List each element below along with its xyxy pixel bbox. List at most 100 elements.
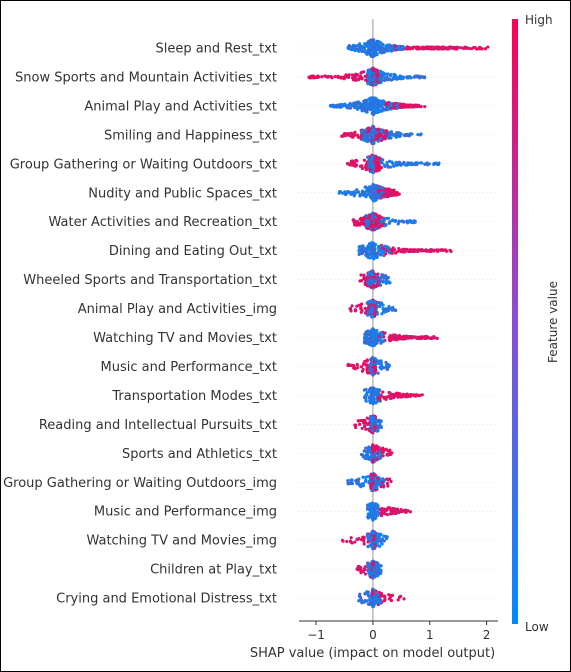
shap-point — [354, 479, 358, 483]
shap-point — [366, 306, 371, 310]
shap-point — [417, 74, 422, 78]
shap-point — [388, 335, 392, 339]
shap-point — [381, 99, 386, 103]
colorbar-high-label: High — [525, 13, 553, 27]
shap-point — [377, 47, 381, 51]
shap-point — [450, 46, 454, 50]
shap-point — [349, 536, 353, 540]
shap-point — [377, 127, 381, 131]
shap-point — [402, 102, 406, 107]
shap-point — [359, 365, 364, 369]
shap-point — [379, 80, 383, 85]
shap-point — [366, 427, 371, 431]
shap-point — [393, 106, 397, 110]
x-tick-label: 1 — [426, 628, 434, 642]
shap-point — [371, 503, 375, 507]
shap-point — [353, 309, 358, 313]
shap-point — [383, 77, 387, 81]
shap-point — [353, 48, 357, 53]
shap-point — [371, 547, 375, 551]
shap-point — [389, 451, 393, 455]
shap-point — [382, 478, 386, 482]
shap-point — [375, 274, 379, 278]
shap-point — [352, 194, 356, 198]
shap-point — [370, 247, 374, 251]
shap-point — [364, 108, 368, 112]
shap-point — [373, 98, 378, 102]
shap-point — [361, 367, 365, 372]
shap-point — [371, 135, 375, 139]
shap-point — [370, 314, 375, 318]
shap-point — [346, 478, 350, 483]
shap-point — [378, 166, 383, 170]
shap-point — [389, 130, 394, 134]
shap-point — [382, 539, 386, 543]
shap-point — [397, 219, 401, 223]
shap-point — [355, 567, 359, 571]
shap-point — [394, 219, 398, 223]
shap-point — [371, 599, 375, 603]
shap-point — [379, 253, 383, 257]
shap-point — [419, 104, 423, 109]
shap-point — [368, 102, 372, 106]
shap-point — [351, 103, 355, 107]
shap-point — [360, 252, 364, 256]
shap-point — [371, 184, 375, 188]
shap-point — [414, 249, 418, 253]
shap-point — [386, 106, 390, 110]
shap-point — [363, 456, 367, 461]
feature-swarm — [362, 386, 424, 406]
shap-point — [376, 592, 380, 596]
shap-point — [371, 340, 375, 344]
shap-point — [383, 244, 387, 248]
shap-point — [371, 45, 375, 49]
shap-point — [371, 269, 375, 273]
feature-swarm — [307, 66, 427, 87]
shap-point — [353, 423, 357, 427]
shap-point — [358, 248, 362, 253]
shap-point — [428, 47, 433, 51]
shap-point — [373, 452, 377, 456]
shap-point — [371, 81, 376, 85]
shap-point — [378, 424, 382, 428]
shap-point — [388, 165, 393, 169]
shap-point — [368, 168, 372, 172]
shap-point — [365, 590, 369, 594]
feature-swarm — [346, 356, 391, 377]
shap-point — [362, 273, 366, 277]
shap-point — [374, 68, 378, 72]
shap-point — [376, 371, 380, 375]
shap-point — [372, 537, 376, 541]
shap-point — [371, 454, 375, 458]
shap-point — [419, 336, 423, 340]
shap-point — [349, 191, 353, 195]
shap-point — [366, 155, 370, 159]
shap-point — [377, 393, 381, 397]
shap-point — [379, 419, 383, 423]
feature-label: Snow Sports and Mountain Activities_txt — [15, 70, 277, 85]
shap-point — [422, 248, 426, 253]
shap-point — [366, 562, 371, 566]
shap-point — [408, 336, 412, 340]
shap-point — [437, 248, 441, 252]
shap-point — [356, 135, 360, 139]
shap-point — [401, 76, 405, 81]
shap-point — [364, 478, 368, 482]
shap-point — [330, 76, 334, 80]
shap-point — [412, 335, 416, 339]
shap-point — [373, 130, 377, 135]
shap-point — [382, 276, 386, 280]
shap-point — [371, 213, 375, 217]
shap-point — [377, 214, 381, 218]
shap-point — [379, 592, 384, 596]
shap-point — [357, 599, 361, 603]
shap-point — [387, 250, 391, 255]
shap-point — [399, 163, 403, 167]
shap-point — [395, 76, 399, 80]
shap-point — [371, 272, 375, 276]
shap-point — [375, 213, 379, 217]
shap-point — [403, 133, 407, 138]
shap-point — [356, 78, 360, 82]
feature-label: Music and Performance_img — [94, 505, 277, 520]
